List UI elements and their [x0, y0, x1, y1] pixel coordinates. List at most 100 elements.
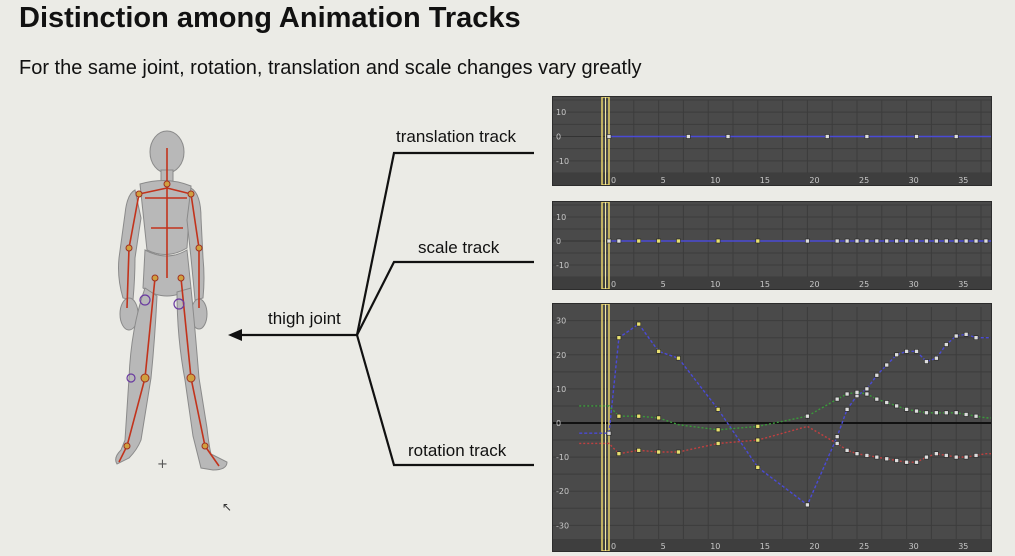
x-tick-label: 10	[710, 280, 720, 289]
keyframe-point	[983, 238, 989, 244]
x-tick-label: 30	[909, 280, 919, 289]
keyframe-point	[755, 465, 761, 470]
keyframe-point	[725, 134, 731, 139]
x-tick-label: 0	[611, 542, 616, 551]
keyframe-point	[834, 396, 840, 402]
keyframe-point	[854, 238, 860, 244]
keyframe-point	[934, 451, 939, 457]
keyframe-point	[636, 238, 642, 244]
keyframe-point	[934, 410, 939, 416]
keyframe-point	[686, 134, 691, 139]
keyframe-point	[844, 447, 850, 453]
keyframe-point	[824, 134, 830, 139]
keyframe-point	[636, 447, 642, 453]
keyframe-point	[834, 434, 840, 439]
keyframe-point	[844, 407, 850, 412]
rotation-curve-panel[interactable]: 0 5 10 15 20 25 30 35 30 20 10 0 -10 -20 -30	[552, 303, 992, 552]
x-tick-label: 5	[661, 542, 666, 551]
keyframe-point	[805, 413, 810, 419]
keyframe-point	[924, 454, 929, 460]
keyframe-point	[963, 454, 969, 460]
keyframe-point	[953, 333, 959, 339]
x-tick-label: 25	[859, 280, 869, 289]
x-tick-label: 0	[611, 176, 616, 185]
x-tick-label: 5	[661, 280, 666, 289]
keyframe-point	[606, 238, 612, 244]
keyframe-point	[606, 134, 612, 139]
keyframe-point	[636, 413, 642, 419]
keyframe-point	[874, 372, 880, 378]
keyframe-point	[973, 238, 979, 244]
keyframe-point	[963, 412, 969, 417]
keyframe-point	[616, 451, 622, 457]
x-tick-label: 30	[909, 542, 919, 551]
y-tick-label: 30	[556, 317, 566, 326]
y-tick-label: -20	[556, 487, 569, 496]
time-ruler	[553, 539, 991, 551]
scale-curve-panel[interactable]: 0 5 10 15 20 25 30 35 10 0 -10	[552, 201, 992, 290]
thigh-joint-label: thigh joint	[268, 309, 341, 328]
keyframe-point	[943, 342, 949, 347]
keyframe-point	[755, 238, 761, 244]
x-tick-label: 30	[909, 176, 919, 185]
keyframe-point	[755, 424, 761, 429]
keyframe-point	[715, 407, 721, 412]
y-tick-label: -10	[556, 261, 569, 270]
keyframe-point	[864, 238, 870, 244]
y-tick-label: 0	[556, 419, 561, 428]
keyframe-point	[934, 355, 939, 361]
y-tick-label: -30	[556, 521, 569, 530]
slide-title: Distinction among Animation Tracks	[19, 2, 521, 34]
keyframe-point	[676, 355, 681, 361]
keyframe-point	[616, 413, 622, 419]
keyframe-point	[874, 238, 880, 244]
x-tick-label: 0	[611, 280, 616, 289]
keyframe-point	[805, 238, 810, 244]
keyframe-point	[914, 238, 919, 244]
keyframe-point	[715, 238, 721, 244]
keyframe-point	[914, 459, 919, 465]
keyframe-point	[834, 238, 840, 244]
scale-track-label: scale track	[418, 238, 500, 257]
character-figure: +	[115, 130, 228, 472]
keyframe-point	[953, 410, 959, 416]
keyframe-point	[636, 321, 642, 327]
keyframe-point	[904, 407, 909, 412]
x-tick-label: 10	[710, 542, 720, 551]
x-tick-label: 35	[958, 280, 968, 289]
curve-green	[579, 391, 991, 431]
keyframe-point	[914, 408, 919, 414]
keyframe-point	[973, 413, 979, 419]
keyframe-point	[616, 335, 622, 341]
x-tick-label: 25	[859, 542, 869, 551]
keyframe-point	[973, 335, 979, 341]
x-tick-label: 35	[958, 176, 968, 185]
y-tick-label: 10	[556, 385, 566, 394]
keyframe-point	[864, 453, 870, 458]
keyframe-point	[894, 352, 899, 358]
keyframe-point	[884, 400, 890, 405]
keyframe-point	[656, 449, 661, 455]
rotation-curve-chart: 0 5 10 15 20 25 30 35 30 20 10 0 -10 -20 -30	[553, 304, 991, 551]
keyframe-point	[884, 238, 890, 244]
time-slider	[601, 202, 610, 289]
keyframe-point	[934, 238, 939, 244]
x-tick-label: 15	[760, 176, 770, 185]
slide-subtitle: For the same joint, rotation, translatio…	[19, 57, 642, 79]
x-tick-label: 20	[809, 280, 819, 289]
keyframe-point	[924, 410, 929, 416]
keyframe-point	[884, 362, 890, 368]
svg-text:+: +	[157, 457, 168, 472]
mouse-cursor-icon: ↖	[222, 500, 233, 514]
translation-curve-panel[interactable]: 0 5 10 15 20 25 30 35 10 0 -10	[552, 96, 992, 186]
x-tick-label: 5	[661, 176, 666, 185]
keyframe-point	[904, 238, 909, 244]
keyframe-point	[874, 396, 880, 402]
keyframe-point	[973, 453, 979, 458]
translation-track-label: translation track	[396, 127, 516, 146]
x-tick-label: 20	[809, 542, 819, 551]
keyframe-point	[874, 454, 880, 460]
keyframe-point	[715, 441, 721, 446]
keyframe-point	[864, 391, 870, 397]
